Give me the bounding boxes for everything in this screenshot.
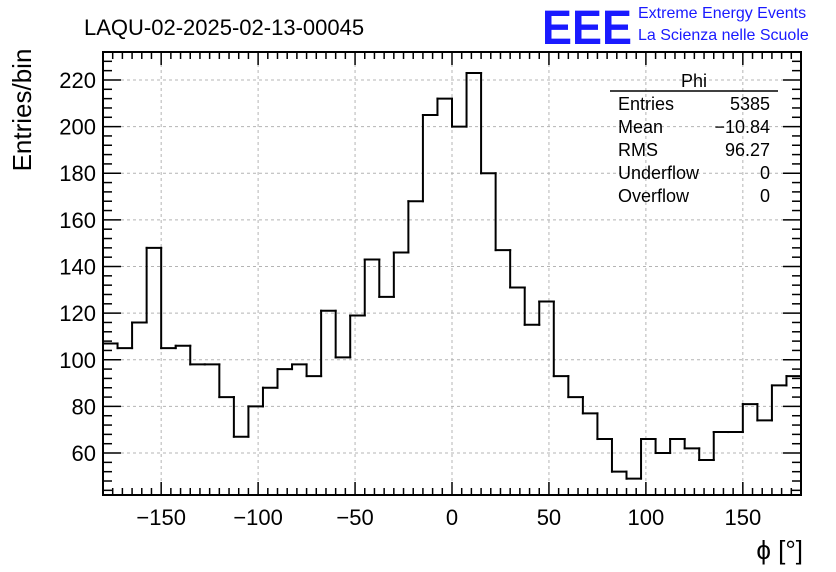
chart-title: LAQU-02-2025-02-13-00045 — [84, 15, 364, 40]
y-axis-label: Entries/bin — [7, 49, 37, 172]
stats-rms-value: 96.27 — [725, 140, 770, 160]
x-tick-label: 50 — [537, 505, 561, 530]
logo-mark: EEE — [542, 2, 632, 55]
y-tick-label: 120 — [59, 301, 96, 326]
y-tick-label: 200 — [59, 115, 96, 140]
stats-entries-value: 5385 — [730, 94, 770, 114]
y-tick-label: 80 — [72, 394, 96, 419]
y-tick-label: 180 — [59, 161, 96, 186]
x-tick-label: 100 — [628, 505, 665, 530]
x-tick-label: 150 — [724, 505, 761, 530]
y-tick-label: 220 — [59, 68, 96, 93]
y-tick-label: 140 — [59, 255, 96, 280]
stats-underflow-value: 0 — [760, 163, 770, 183]
logo-line-1: Extreme Energy Events — [638, 5, 806, 22]
stats-overflow-value: 0 — [760, 186, 770, 206]
y-tick-label: 60 — [72, 441, 96, 466]
axis-ticks — [103, 52, 801, 495]
stats-mean-value: −10.84 — [714, 117, 770, 137]
x-tick-label: −150 — [136, 505, 186, 530]
y-tick-label: 160 — [59, 208, 96, 233]
stats-rms-label: RMS — [618, 140, 658, 160]
stats-box: Phi Entries 5385 Mean −10.84 RMS 96.27 U… — [610, 71, 778, 206]
stats-entries-label: Entries — [618, 94, 674, 114]
x-axis-label: ϕ [°] — [756, 535, 803, 565]
tick-labels: −150 −100 −50 0 50 100 150 60 80 100 120 140 160 180 2… — [59, 68, 761, 530]
stats-mean-label: Mean — [618, 117, 663, 137]
x-tick-label: −100 — [233, 505, 283, 530]
x-tick-label: 0 — [446, 505, 458, 530]
stats-underflow-label: Underflow — [618, 163, 700, 183]
y-tick-label: 100 — [59, 348, 96, 373]
x-tick-label: −50 — [336, 505, 373, 530]
stats-box-title: Phi — [681, 71, 707, 91]
stats-overflow-label: Overflow — [618, 186, 690, 206]
logo-line-2: La Scienza nelle Scuole — [638, 27, 809, 44]
eee-logo: EEE Extreme Energy Events La Scienza nel… — [542, 2, 809, 55]
